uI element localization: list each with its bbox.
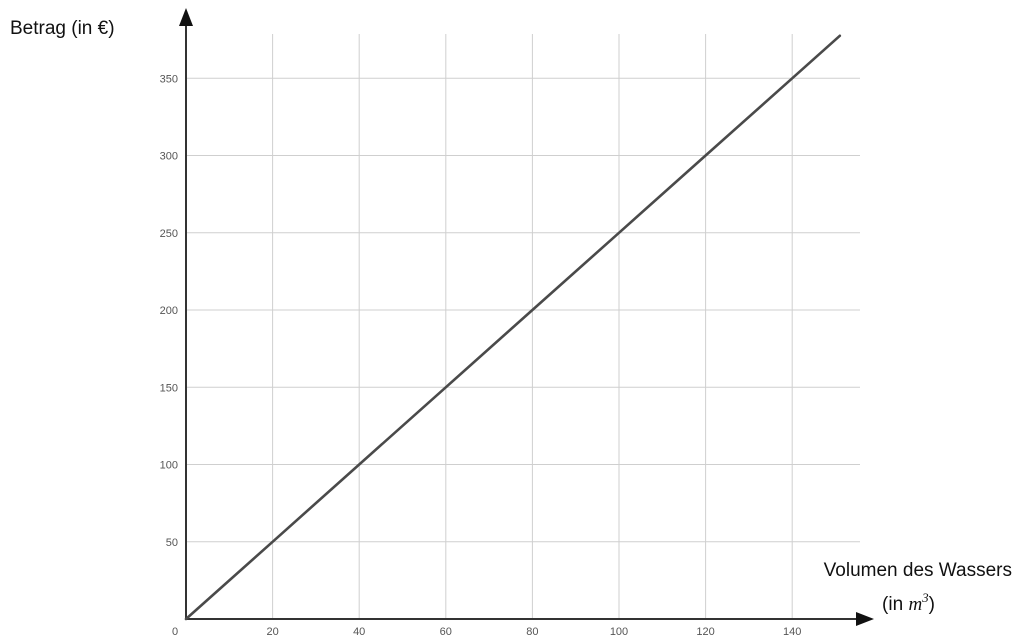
x-unit-suffix: ) — [929, 594, 935, 615]
x-unit-variable: m — [908, 594, 922, 615]
x-axis-arrow — [856, 612, 874, 626]
y-tick-label: 300 — [160, 151, 178, 163]
x-tick-label: 60 — [440, 626, 452, 638]
x-tick-label: 120 — [696, 626, 714, 638]
data-series — [184, 34, 842, 621]
y-axis-title: Betrag (in €) — [10, 18, 115, 39]
y-tick-label: 350 — [160, 73, 178, 85]
x-tick-label: 100 — [610, 626, 628, 638]
y-tick-label: 200 — [160, 305, 178, 317]
y-axis-arrow — [179, 8, 193, 26]
gridlines — [186, 34, 860, 619]
x-axis-title-line2: (in m3) — [882, 590, 935, 615]
x-unit-prefix: (in — [882, 594, 908, 615]
x-tick-label: 140 — [783, 626, 801, 638]
y-tick-label: 250 — [160, 228, 178, 240]
series-line — [184, 34, 842, 621]
x-tick-label: 20 — [266, 626, 278, 638]
y-tick-label: 100 — [160, 460, 178, 472]
x-tick-label: 80 — [526, 626, 538, 638]
y-tick-label: 50 — [166, 537, 178, 549]
y-tick-label: 150 — [160, 382, 178, 394]
x-tick-label: 0 — [172, 626, 178, 638]
x-unit-exponent: 3 — [921, 590, 929, 605]
tick-labels: 0 20 40 60 80 100 120 140 50 100 150 200 250 300 350 — [160, 73, 802, 638]
x-tick-label: 40 — [353, 626, 365, 638]
x-axis-title-line1: Volumen des Wassers — [824, 560, 1012, 581]
